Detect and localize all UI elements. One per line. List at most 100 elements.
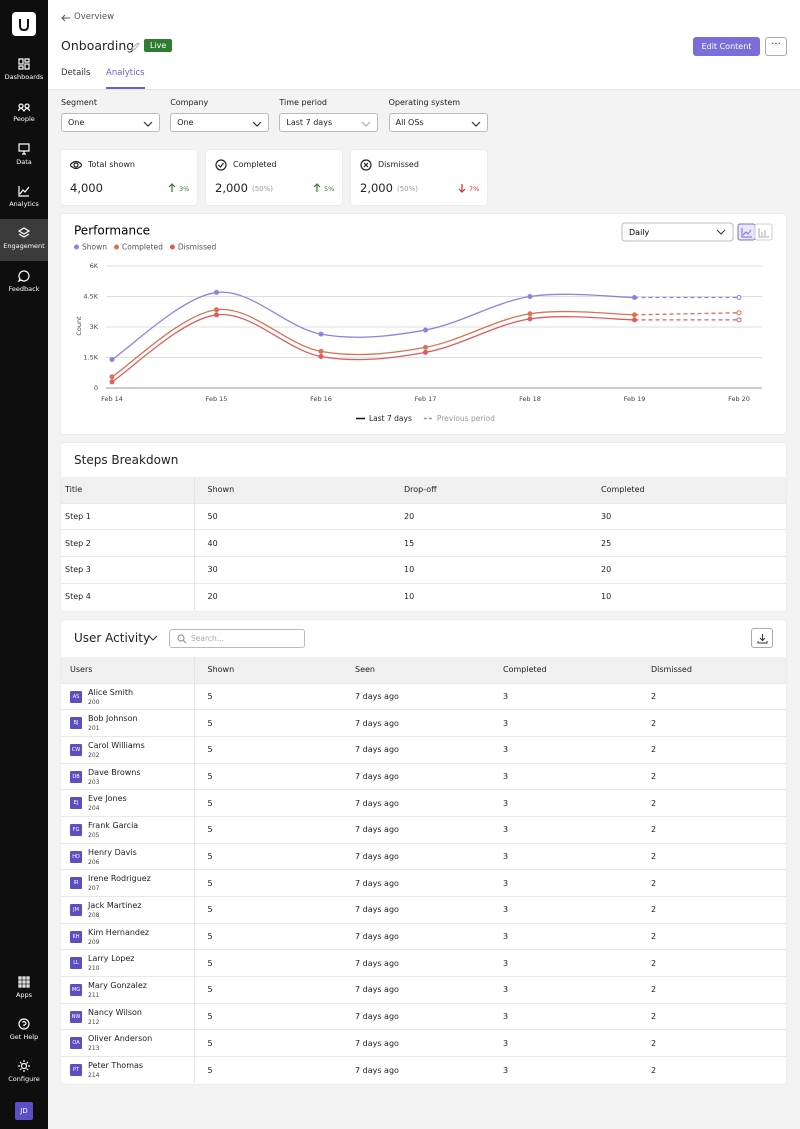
column-header: Completed [588, 477, 786, 503]
logo[interactable] [12, 12, 36, 36]
y-tick-label: 3K [90, 323, 99, 331]
nav-item[interactable]: People [0, 92, 48, 134]
more-button[interactable]: ··· [765, 37, 787, 56]
icon [360, 159, 372, 171]
stat-label: Completed [233, 160, 277, 169]
column-header: Completed [490, 657, 638, 683]
table-cell: 2 [638, 710, 786, 737]
user-cell: KHKim Hernandez209 [61, 923, 194, 950]
table-cell: 5 [194, 1057, 342, 1084]
column-header: Drop-off [391, 477, 588, 503]
stat-share: (50%) [397, 185, 418, 193]
user-name[interactable]: Nancy Wilson [88, 1008, 142, 1017]
nav-item[interactable]: Get Help [0, 1010, 48, 1052]
x-tick-label: Feb 15 [206, 395, 228, 403]
back-icon[interactable] [61, 14, 71, 22]
filter-select[interactable]: One [61, 113, 160, 132]
table-cell: 10 [391, 583, 588, 610]
data-point [215, 290, 219, 294]
nav-item[interactable]: Configure [0, 1052, 48, 1094]
data-point [215, 313, 219, 317]
user-avatar: JM [70, 904, 82, 916]
nav-item[interactable]: Data [0, 135, 48, 177]
nav-item[interactable]: Feedback [0, 262, 48, 304]
data-point [215, 308, 219, 312]
user-id: 211 [88, 992, 99, 999]
filter-select[interactable]: One [170, 113, 269, 132]
table-cell: 3 [490, 870, 638, 897]
stat-value: 2,000 [360, 181, 393, 195]
user-cell: HDHenry Davis206 [61, 843, 194, 870]
nav-item[interactable]: Dashboards [0, 50, 48, 92]
user-name[interactable]: Oliver Anderson [88, 1034, 152, 1043]
user-avatar[interactable]: JD [15, 1102, 33, 1120]
table-cell: 5 [194, 950, 342, 977]
data-point [319, 354, 323, 358]
legend-label: Shown [82, 243, 107, 252]
x-tick-label: Feb 16 [310, 395, 332, 403]
table-row: IRIrene Rodriguez20757 days ago32 [61, 870, 786, 897]
edit-content-button[interactable]: Edit Content [693, 37, 760, 56]
table-cell: 2 [638, 1057, 786, 1084]
search-box[interactable]: Search... [169, 629, 305, 648]
table-cell: Step 2 [61, 530, 194, 557]
user-name[interactable]: Jack Martinez [88, 901, 141, 910]
bar-view-button[interactable] [755, 224, 772, 240]
table-cell: 3 [490, 683, 638, 710]
filter-select[interactable]: All OSs [389, 113, 488, 132]
filter-value: One [177, 118, 193, 127]
user-cell: EJEve Jones204 [61, 790, 194, 817]
table-row: JMJack Martinez20857 days ago32 [61, 897, 786, 924]
data-point [633, 296, 637, 300]
column-header: Seen [342, 657, 490, 683]
icon-shape [19, 228, 29, 237]
user-id: 203 [88, 779, 99, 786]
user-name[interactable]: Mary Gonzalez [88, 981, 147, 990]
tab[interactable]: Analytics [106, 68, 145, 89]
edit-icon[interactable] [131, 42, 140, 51]
download-button[interactable] [751, 628, 773, 648]
table-cell: 7 days ago [342, 950, 490, 977]
table-cell: 25 [588, 530, 786, 557]
table-cell: 3 [490, 763, 638, 790]
page-title: Onboarding [61, 38, 134, 53]
data-point [528, 312, 532, 316]
user-name[interactable]: Frank Garcia [88, 821, 138, 830]
user-name[interactable]: Peter Thomas [88, 1061, 143, 1070]
user-cell: CWCarol Williams202 [61, 736, 194, 763]
table-body: Step 1502030Step 2401525Step 3301020Step… [61, 503, 786, 610]
user-name[interactable]: Irene Rodriguez [88, 874, 151, 883]
nav-item[interactable]: Engagement [0, 219, 48, 261]
table-cell: 3 [490, 1003, 638, 1030]
nav-item[interactable]: Apps [0, 968, 48, 1010]
data-point [319, 349, 323, 353]
table-cell: 40 [194, 530, 391, 557]
data-point [737, 296, 741, 300]
user-name[interactable]: Bob Johnson [88, 714, 138, 723]
table-row: DBDave Browns20357 days ago32 [61, 763, 786, 790]
table-cell: 2 [638, 870, 786, 897]
user-name[interactable]: Larry Lopez [88, 954, 134, 963]
icon [18, 976, 30, 988]
back-link[interactable]: Overview [74, 12, 114, 22]
user-name[interactable]: Eve Jones [88, 794, 127, 803]
header: Overview Onboarding Live Edit Content ··… [48, 0, 800, 90]
filter-label: Company [170, 98, 208, 107]
user-name[interactable]: Dave Browns [88, 768, 141, 777]
tab[interactable]: Details [61, 68, 90, 89]
user-name[interactable]: Alice Smith [88, 688, 133, 697]
nav-item[interactable]: Analytics [0, 177, 48, 219]
table-cell: 7 days ago [342, 1030, 490, 1057]
user-name[interactable]: Kim Hernandez [88, 928, 149, 937]
user-avatar: CW [70, 744, 82, 756]
user-name[interactable]: Henry Davis [88, 848, 137, 857]
table-cell: 3 [490, 710, 638, 737]
x-tick-label: Feb 20 [728, 395, 750, 403]
user-cell: NWNancy Wilson212 [61, 1003, 194, 1030]
legend-label: Dismissed [178, 243, 217, 252]
filter-select[interactable]: Last 7 days [279, 113, 378, 132]
title-chevron[interactable] [148, 634, 158, 642]
legend-swatch [74, 245, 79, 250]
filter-label: Operating system [389, 98, 460, 107]
user-name[interactable]: Carol Williams [88, 741, 145, 750]
